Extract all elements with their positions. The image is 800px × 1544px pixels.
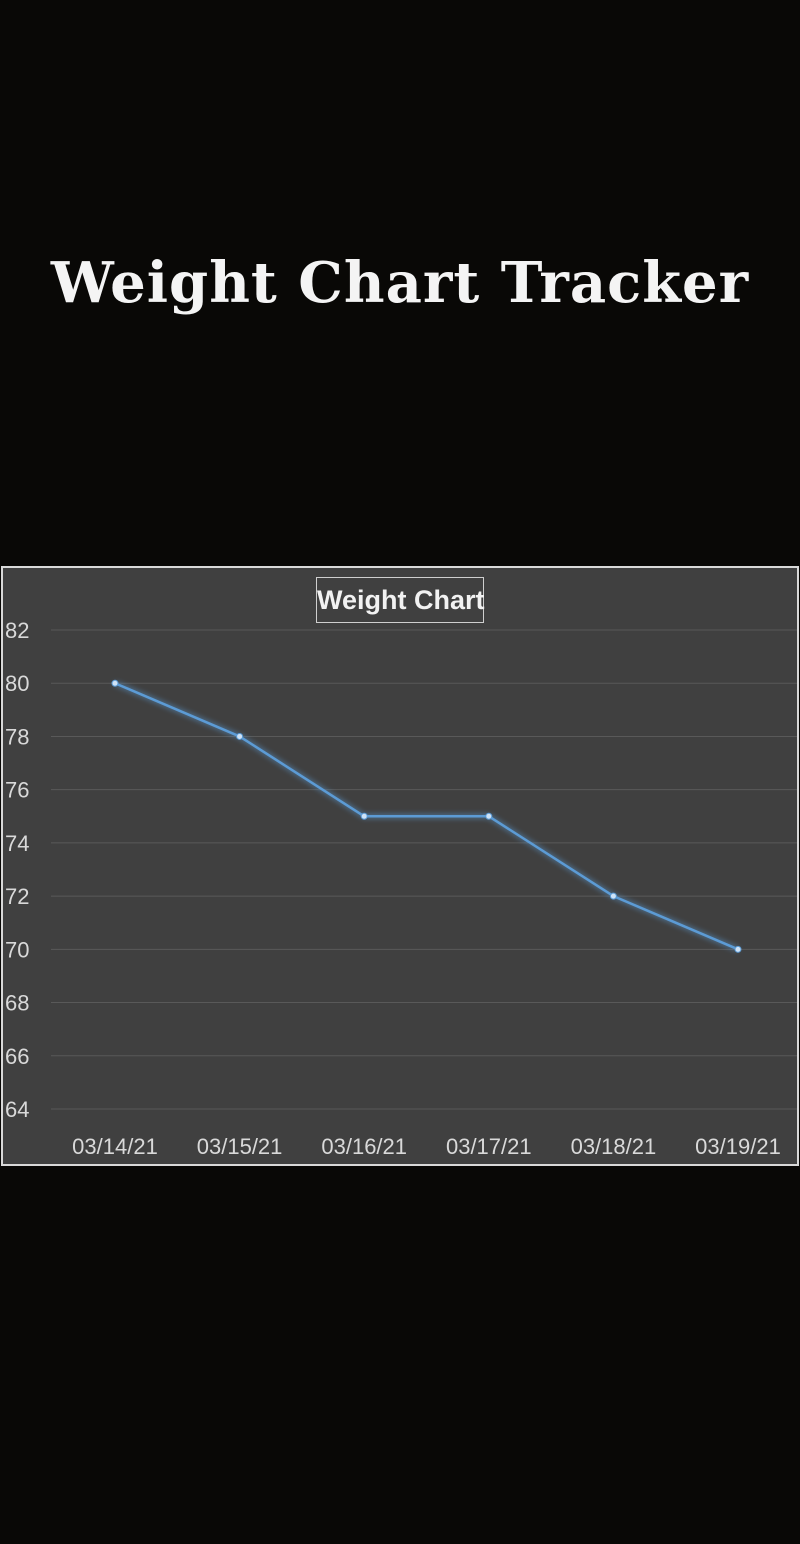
series-line	[114, 682, 739, 951]
x-tick-label: 03/18/21	[571, 1134, 657, 1159]
x-tick-label: 03/14/21	[72, 1134, 158, 1159]
x-tick-label: 03/15/21	[197, 1134, 283, 1159]
y-tick-label: 66	[5, 1044, 29, 1069]
y-tick-label: 82	[5, 618, 29, 643]
data-point	[236, 732, 244, 740]
x-tick-label: 03/17/21	[446, 1134, 532, 1159]
chart-title: Weight Chart	[316, 577, 485, 623]
y-tick-label: 72	[5, 884, 29, 909]
data-point	[485, 812, 493, 820]
y-tick-label: 74	[5, 831, 29, 856]
x-tick-label: 03/19/21	[695, 1134, 781, 1159]
chart-area: 82 80 78 76 74 72 70 68 66 64 03/14/21 03/15/21 03/…	[1, 566, 799, 1166]
data-point	[111, 679, 119, 687]
gridlines	[51, 629, 797, 1110]
y-tick-label: 68	[5, 991, 29, 1016]
y-axis-ticks: 82 80 78 76 74 72 70 68 66 64	[5, 618, 29, 1122]
x-axis-ticks: 03/14/21 03/15/21 03/16/21 03/17/21 03/18/21…	[72, 1134, 781, 1159]
series-weight	[111, 679, 742, 953]
data-point	[360, 812, 368, 820]
data-point	[609, 892, 617, 900]
y-tick-label: 70	[5, 937, 29, 962]
page-title: Weight Chart Tracker	[50, 250, 750, 316]
x-tick-label: 03/16/21	[321, 1134, 407, 1159]
y-tick-label: 64	[5, 1097, 29, 1122]
y-tick-label: 76	[5, 778, 29, 803]
data-point	[734, 945, 742, 953]
y-tick-label: 80	[5, 671, 29, 696]
y-tick-label: 78	[5, 724, 29, 749]
